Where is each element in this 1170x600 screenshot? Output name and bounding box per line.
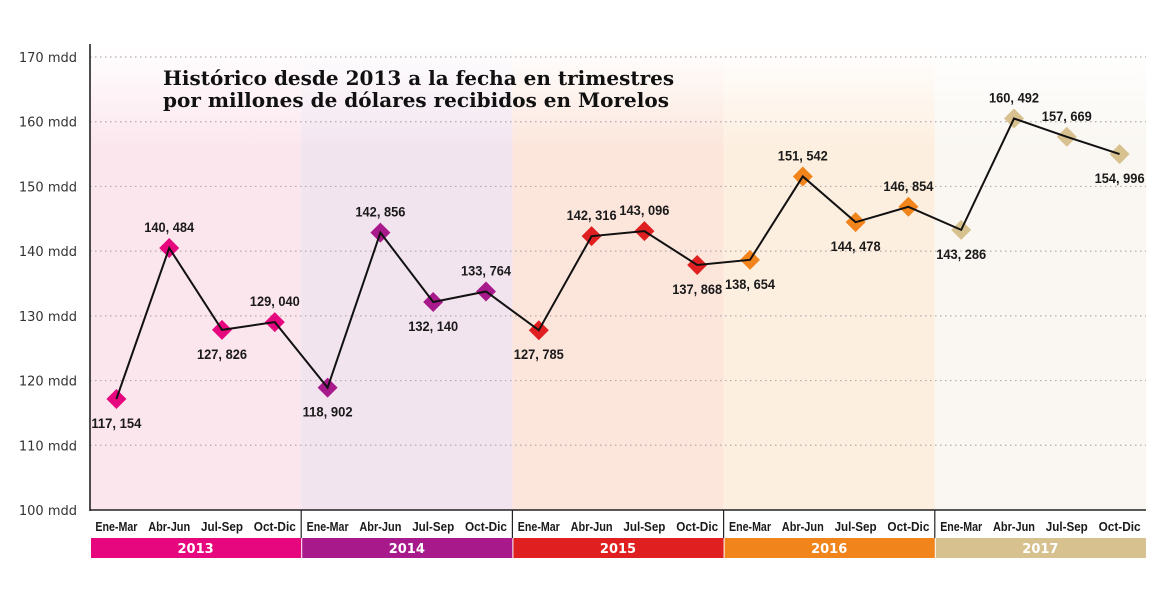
data-label: 117, 154 [91, 415, 141, 431]
year-labels-bar: 2013 2014 2015 2016 2017 [91, 538, 1146, 558]
year-label: 2017 [1022, 542, 1058, 557]
data-label: 151, 542 [778, 147, 828, 163]
quarter-label: Jul-Sep [412, 520, 454, 534]
quarter-label: Oct-Dic [465, 520, 507, 534]
data-label: 138, 654 [725, 276, 775, 292]
year-bar-2016 [724, 538, 935, 558]
data-label: 157, 669 [1042, 108, 1092, 124]
quarter-label: Ene-Mar [940, 520, 982, 534]
y-tick-label: 150 mdd [19, 180, 77, 195]
quarter-label: Ene-Mar [95, 520, 137, 534]
y-tick-label: 170 mdd [19, 51, 77, 66]
y-tick-label: 130 mdd [19, 310, 77, 325]
chart-title-line-2: por millones de dólares recibidos en Mor… [163, 88, 669, 112]
data-label: 144, 478 [831, 238, 881, 254]
data-label: 142, 856 [355, 204, 405, 220]
y-tick-label: 160 mdd [19, 116, 77, 131]
year-label: 2015 [600, 542, 636, 557]
data-label: 140, 484 [144, 219, 194, 235]
data-labels: 117, 154 140, 484 127, 826 129, 040 118, 902… [91, 90, 1144, 431]
y-tick-label: 120 mdd [19, 375, 77, 390]
data-label: 160, 492 [989, 90, 1039, 106]
y-tick-label: 140 mdd [19, 245, 77, 260]
year-band-2016 [723, 45, 935, 510]
quarter-label: Abr-Jun [359, 520, 401, 534]
quarter-label: Ene-Mar [729, 520, 771, 534]
axes [89, 44, 1146, 538]
data-label: 127, 785 [514, 346, 564, 362]
data-label: 118, 902 [303, 404, 353, 420]
quarter-label: Ene-Mar [307, 520, 349, 534]
quarter-label: Ene-Mar [518, 520, 560, 534]
data-label: 154, 996 [1095, 170, 1145, 186]
chart-title-line-1: Histórico desde 2013 a la fecha en trime… [163, 66, 674, 90]
data-label: 143, 286 [936, 246, 986, 262]
data-label: 127, 826 [197, 346, 247, 362]
series-polyline [115, 117, 1120, 400]
y-tick-label: 110 mdd [19, 439, 77, 454]
year-bar-2017 [935, 538, 1146, 558]
quarter-label: Oct-Dic [887, 520, 929, 534]
data-label: 129, 040 [250, 293, 300, 309]
year-background-bands [90, 45, 1146, 510]
data-label: 143, 096 [619, 202, 669, 218]
data-label: 133, 764 [461, 262, 511, 278]
year-band-2013 [90, 45, 302, 510]
data-label: 142, 316 [567, 207, 617, 223]
year-label: 2013 [178, 542, 214, 557]
quarter-label: Oct-Dic [1099, 520, 1141, 534]
y-tick-label: 100 mdd [19, 504, 77, 519]
year-label: 2014 [389, 542, 425, 557]
year-label: 2016 [811, 542, 847, 557]
quarter-label: Jul-Sep [1046, 520, 1088, 534]
year-bar-2013 [91, 538, 302, 558]
quarter-label: Jul-Sep [201, 520, 243, 534]
year-bar-2015 [513, 538, 724, 558]
data-label: 146, 854 [883, 178, 933, 194]
year-bar-2014 [302, 538, 513, 558]
quarter-label: Abr-Jun [571, 520, 613, 534]
year-band-2015 [512, 45, 724, 510]
x-axis-quarter-labels: Ene-Mar Abr-Jun Jul-Sep Oct-Dic Ene-Mar Abr-J… [95, 520, 1140, 534]
data-label: 132, 140 [408, 318, 458, 334]
data-label: 137, 868 [672, 281, 722, 297]
quarter-label: Abr-Jun [148, 520, 190, 534]
quarter-label: Jul-Sep [835, 520, 877, 534]
year-band-2017 [934, 45, 1146, 510]
quarter-label: Oct-Dic [676, 520, 718, 534]
year-band-2014 [301, 45, 513, 510]
series-line [115, 117, 1120, 400]
gridlines [90, 56, 1146, 446]
quarter-label: Jul-Sep [623, 520, 665, 534]
y-axis-ticks: 100 mdd 110 mdd 120 mdd 130 mdd 140 mdd 150 m… [19, 51, 77, 519]
quarter-label: Abr-Jun [993, 520, 1035, 534]
chart-title: Histórico desde 2013 a la fecha en trime… [163, 66, 674, 112]
quarter-label: Abr-Jun [782, 520, 824, 534]
quarter-label: Oct-Dic [254, 520, 296, 534]
